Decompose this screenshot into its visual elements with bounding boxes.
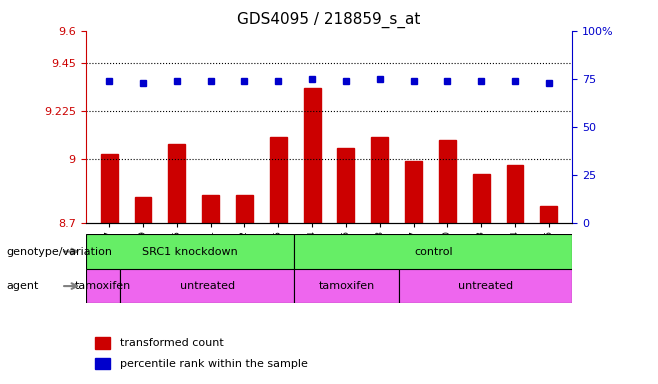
Bar: [507, 165, 523, 223]
Bar: [202, 195, 219, 223]
Bar: [95, 337, 110, 349]
Text: untreated: untreated: [458, 281, 513, 291]
Text: SRC1 knockdown: SRC1 knockdown: [142, 247, 238, 257]
FancyBboxPatch shape: [86, 269, 120, 303]
FancyBboxPatch shape: [294, 234, 572, 269]
Title: GDS4095 / 218859_s_at: GDS4095 / 218859_s_at: [238, 12, 420, 28]
FancyBboxPatch shape: [86, 234, 294, 269]
Text: transformed count: transformed count: [120, 338, 223, 348]
Bar: [371, 137, 388, 223]
Bar: [338, 148, 355, 223]
FancyBboxPatch shape: [120, 269, 294, 303]
Bar: [168, 144, 186, 223]
Bar: [236, 195, 253, 223]
Bar: [270, 137, 287, 223]
Bar: [101, 154, 118, 223]
Text: tamoxifen: tamoxifen: [75, 281, 131, 291]
Text: untreated: untreated: [180, 281, 235, 291]
Text: genotype/variation: genotype/variation: [7, 247, 113, 257]
Text: agent: agent: [7, 281, 39, 291]
Text: control: control: [414, 247, 453, 257]
FancyBboxPatch shape: [399, 269, 572, 303]
Text: tamoxifen: tamoxifen: [318, 281, 374, 291]
Bar: [439, 139, 456, 223]
Bar: [135, 197, 151, 223]
Bar: [303, 88, 320, 223]
Text: percentile rank within the sample: percentile rank within the sample: [120, 359, 307, 369]
Bar: [472, 174, 490, 223]
Bar: [95, 358, 110, 369]
Bar: [540, 206, 557, 223]
Bar: [405, 161, 422, 223]
FancyBboxPatch shape: [294, 269, 399, 303]
